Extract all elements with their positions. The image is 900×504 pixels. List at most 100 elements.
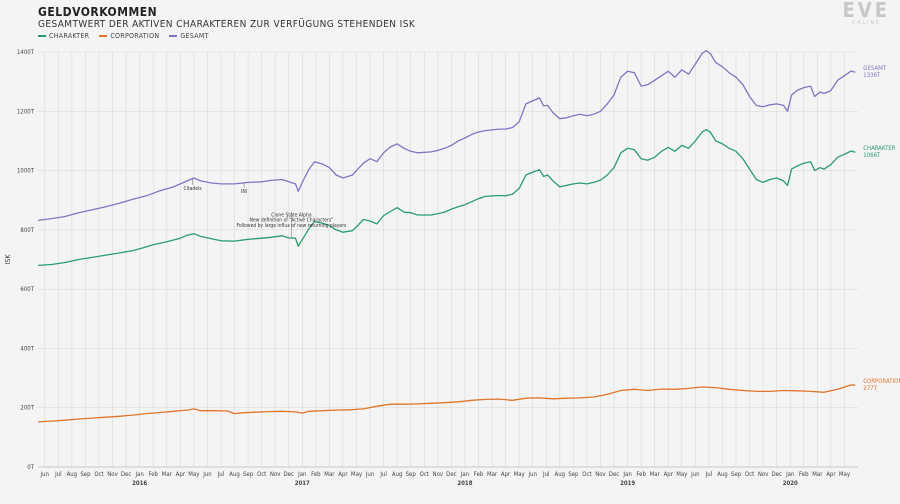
- legend-item-charakter[interactable]: CHARAKTER: [38, 32, 89, 40]
- x-tick-label: Jan: [785, 471, 794, 478]
- y-tick-label: 1200T: [17, 108, 35, 115]
- series-line-gesamt: [37, 49, 856, 222]
- x-tick-label: May: [514, 471, 526, 478]
- x-tick-label: Feb: [799, 471, 809, 478]
- x-tick-label: Sep: [731, 471, 742, 478]
- x-tick-label: Oct: [420, 471, 429, 478]
- x-year-label: 2018: [457, 480, 472, 487]
- y-tick-label: 0T: [27, 464, 34, 471]
- x-tick-label: Apr: [338, 471, 348, 478]
- x-tick-label: Sep: [568, 471, 579, 478]
- x-tick-label: Oct: [94, 471, 103, 478]
- chart-title: GELDVORKOMMEN: [38, 5, 158, 19]
- x-tick-label: Jun: [365, 471, 374, 478]
- x-tick-label: Jan: [460, 471, 469, 478]
- x-tick-label: Aug: [555, 471, 566, 478]
- legend: CHARAKTER CORPORATION GESAMT: [38, 32, 209, 40]
- y-axis-label: ISK: [4, 254, 12, 265]
- x-tick-label: Sep: [80, 471, 91, 478]
- x-tick-label: Jul: [217, 471, 225, 478]
- x-tick-label: Oct: [257, 471, 266, 478]
- series-line-corporation: [37, 384, 856, 423]
- x-tick-label: Jul: [379, 471, 387, 478]
- x-tick-label: May: [839, 471, 851, 478]
- annotation-label: Followed by large influx of new returnin…: [237, 223, 348, 229]
- end-value-charakter: 1066T: [863, 152, 881, 159]
- x-tick-label: Oct: [745, 471, 754, 478]
- x-tick-label: Aug: [392, 471, 403, 478]
- x-tick-label: Feb: [474, 471, 484, 478]
- x-tick-label: Jun: [527, 471, 536, 478]
- x-tick-label: Apr: [176, 471, 186, 478]
- legend-item-corporation[interactable]: CORPORATION: [99, 32, 159, 40]
- end-label-gesamt: GESAMT: [863, 65, 886, 72]
- logo-text-main: EVE: [842, 0, 890, 22]
- x-tick-label: Jun: [690, 471, 699, 478]
- x-tick-label: Mar: [812, 471, 823, 478]
- x-tick-label: Aug: [67, 471, 78, 478]
- x-tick-label: Feb: [148, 471, 158, 478]
- x-tick-label: Jun: [40, 471, 49, 478]
- x-tick-label: Apr: [664, 471, 674, 478]
- legend-swatch-gesamt: [169, 35, 178, 37]
- eve-online-logo: EVE ONLINE: [842, 0, 890, 26]
- x-tick-label: Jan: [622, 471, 631, 478]
- legend-label-gesamt: GESAMT: [180, 32, 209, 40]
- x-tick-label: Dec: [771, 471, 781, 478]
- x-year-label: 2020: [783, 480, 798, 487]
- x-tick-label: Nov: [758, 471, 769, 478]
- x-tick-label: Aug: [229, 471, 240, 478]
- x-tick-label: Dec: [609, 471, 619, 478]
- end-value-corporation: 277T: [863, 385, 877, 392]
- legend-swatch-corporation: [99, 35, 108, 37]
- chart-subtitle: GESAMTWERT DER AKTIVEN CHARAKTEREN ZUR V…: [38, 19, 416, 30]
- y-tick-label: 200T: [20, 405, 34, 412]
- x-tick-label: Aug: [717, 471, 728, 478]
- annotation-label: Citadels: [183, 186, 202, 192]
- x-tick-label: Sep: [406, 471, 417, 478]
- x-tick-label: Dec: [284, 471, 294, 478]
- series-line-charakter: [37, 129, 856, 267]
- x-tick-label: Feb: [636, 471, 646, 478]
- x-tick-label: Jul: [542, 471, 550, 478]
- annotation-label: New definition of "Active Characters": [250, 218, 334, 224]
- x-tick-label: Nov: [595, 471, 606, 478]
- y-tick-label: 600T: [20, 286, 34, 293]
- x-year-label: 2017: [295, 480, 310, 487]
- x-tick-label: Jul: [54, 471, 62, 478]
- x-tick-label: Jan: [297, 471, 306, 478]
- end-label-charakter: CHARAKTER: [863, 145, 896, 152]
- x-tick-label: Mar: [487, 471, 498, 478]
- x-tick-label: Jan: [134, 471, 143, 478]
- annotation-label: Clone State Alpha: [271, 213, 312, 219]
- y-tick-label: 1000T: [17, 168, 35, 175]
- x-tick-label: May: [676, 471, 688, 478]
- x-year-label: 2019: [620, 480, 635, 487]
- x-tick-label: Mar: [324, 471, 335, 478]
- x-tick-label: May: [351, 471, 363, 478]
- end-value-gesamt: 1336T: [863, 72, 881, 79]
- x-tick-label: Feb: [311, 471, 321, 478]
- x-year-label: 2016: [132, 480, 147, 487]
- x-tick-label: Nov: [107, 471, 118, 478]
- x-tick-label: Dec: [446, 471, 456, 478]
- x-tick-label: Nov: [433, 471, 444, 478]
- y-tick-label: 1400T: [17, 49, 35, 56]
- legend-swatch-charakter: [38, 35, 46, 37]
- y-tick-label: 800T: [20, 227, 34, 234]
- x-tick-label: Jun: [202, 471, 211, 478]
- x-tick-label: Nov: [270, 471, 281, 478]
- legend-label-charakter: CHARAKTER: [49, 32, 90, 40]
- x-tick-label: Jul: [705, 471, 713, 478]
- x-tick-label: Apr: [826, 471, 836, 478]
- x-tick-label: Mar: [650, 471, 661, 478]
- end-label-corporation: CORPORATION: [863, 378, 900, 385]
- legend-item-gesamt[interactable]: GESAMT: [169, 32, 208, 40]
- x-tick-label: Apr: [501, 471, 511, 478]
- annotation-label: INI: [241, 189, 247, 195]
- x-tick-label: Mar: [162, 471, 173, 478]
- y-tick-label: 400T: [20, 345, 34, 352]
- logo-text-sub: ONLINE: [851, 20, 881, 26]
